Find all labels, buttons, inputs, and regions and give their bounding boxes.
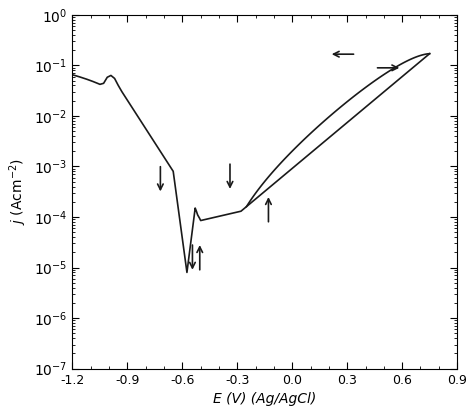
Y-axis label: $j$ (Acm$^{-2}$): $j$ (Acm$^{-2}$) bbox=[7, 158, 28, 225]
X-axis label: E (V) (Ag/AgCl): E (V) (Ag/AgCl) bbox=[213, 392, 317, 406]
